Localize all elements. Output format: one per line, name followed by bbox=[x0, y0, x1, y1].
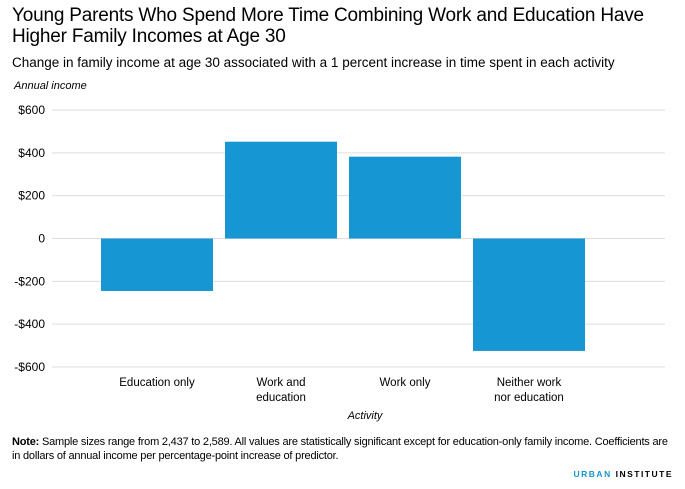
y-tick-label: $200 bbox=[18, 189, 45, 203]
x-axis-label: Activity bbox=[347, 410, 384, 422]
bar bbox=[349, 156, 461, 239]
y-tick-label: -$200 bbox=[14, 274, 45, 288]
x-tick-label: nor education bbox=[494, 392, 564, 404]
y-axis-label: Annual income bbox=[14, 80, 87, 92]
x-tick-label: Work and bbox=[256, 377, 305, 389]
y-tick-label: 0 bbox=[38, 232, 45, 246]
x-tick-label: Education only bbox=[119, 377, 195, 389]
bar bbox=[473, 238, 585, 351]
x-tick-label: Neither work bbox=[497, 377, 562, 389]
x-tick-label: education bbox=[256, 392, 306, 404]
note-text: Sample sizes range from 2,437 to 2,589. … bbox=[12, 436, 668, 462]
y-tick-label: -$400 bbox=[14, 317, 45, 331]
note-label: Note: bbox=[12, 436, 40, 448]
note: Note: Sample sizes range from 2,437 to 2… bbox=[12, 435, 677, 463]
chart-subtitle: Change in family income at age 30 associ… bbox=[12, 55, 615, 70]
bar bbox=[225, 141, 337, 239]
y-tick-label: $600 bbox=[18, 103, 45, 117]
x-tick-label: Work only bbox=[380, 377, 431, 389]
chart-title: Young Parents Who Spend More Time Combin… bbox=[12, 5, 644, 47]
y-tick-label: -$600 bbox=[14, 360, 45, 374]
urban-institute-logo: URBAN INSTITUTE bbox=[573, 469, 673, 479]
y-tick-label: $400 bbox=[18, 146, 45, 160]
bar bbox=[101, 238, 213, 291]
